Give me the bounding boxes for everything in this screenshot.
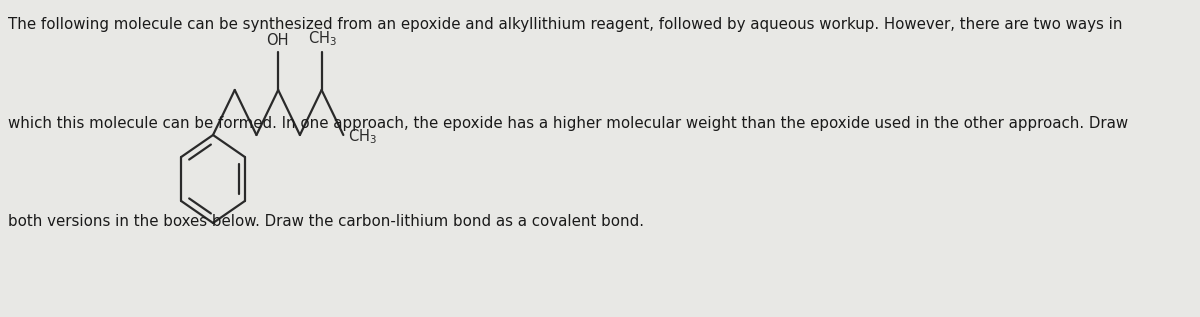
Text: which this molecule can be formed. In one approach, the epoxide has a higher mol: which this molecule can be formed. In on… [8,116,1128,131]
Text: both versions in the boxes below. Draw the carbon-lithium bond as a covalent bon: both versions in the boxes below. Draw t… [8,214,644,229]
Text: CH$_3$: CH$_3$ [348,128,377,146]
Text: OH: OH [266,33,288,48]
Text: CH$_3$: CH$_3$ [308,29,337,48]
Text: The following molecule can be synthesized from an epoxide and alkyllithium reage: The following molecule can be synthesize… [8,17,1122,32]
